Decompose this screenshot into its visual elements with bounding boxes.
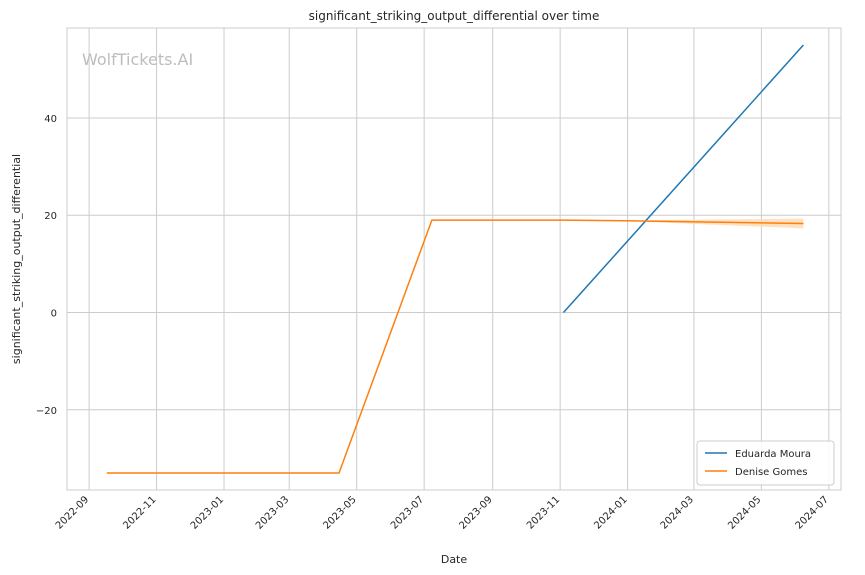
legend-label: Denise Gomes xyxy=(735,467,807,478)
y-tick-label: −20 xyxy=(36,406,57,417)
y-tick-label: 0 xyxy=(51,308,57,319)
x-tick-label: 2022-11 xyxy=(121,494,158,531)
x-tick-label: 2023-07 xyxy=(389,494,426,531)
x-tick-label: 2023-09 xyxy=(457,494,494,531)
series-lines xyxy=(106,44,804,474)
x-tick-label: 2023-05 xyxy=(321,494,358,531)
y-tick-label: 40 xyxy=(44,114,57,125)
x-tick-label: 2023-11 xyxy=(525,494,562,531)
y-tick-labels: −20 0 20 40 xyxy=(36,114,57,417)
x-tick-labels: 2022-09 2022-11 2023-01 2023-03 2023-05 2023-… xyxy=(54,494,831,531)
series-line xyxy=(562,44,804,313)
x-tick-label: 2024-01 xyxy=(592,494,629,531)
legend: Eduarda Moura Denise Gomes xyxy=(696,440,835,486)
x-tick-label: 2022-09 xyxy=(54,494,91,531)
x-axis-label: Date xyxy=(441,553,468,566)
chart-title: significant_striking_output_differential… xyxy=(309,9,600,23)
x-tick-label: 2023-03 xyxy=(254,494,291,531)
x-tick-label: 2024-05 xyxy=(726,494,763,531)
x-tick-label: 2024-03 xyxy=(659,494,696,531)
series-line xyxy=(106,219,804,474)
plot-frame xyxy=(66,27,842,491)
legend-box xyxy=(696,440,835,486)
y-axis-label: significant_striking_output_differential xyxy=(10,154,23,364)
y-tick-label: 20 xyxy=(44,211,57,222)
x-tick-label: 2024-07 xyxy=(794,494,831,531)
grid xyxy=(67,28,841,490)
x-tick-label: 2023-01 xyxy=(189,494,226,531)
legend-label: Eduarda Moura xyxy=(735,449,811,460)
watermark: WolfTickets.AI xyxy=(82,50,193,69)
